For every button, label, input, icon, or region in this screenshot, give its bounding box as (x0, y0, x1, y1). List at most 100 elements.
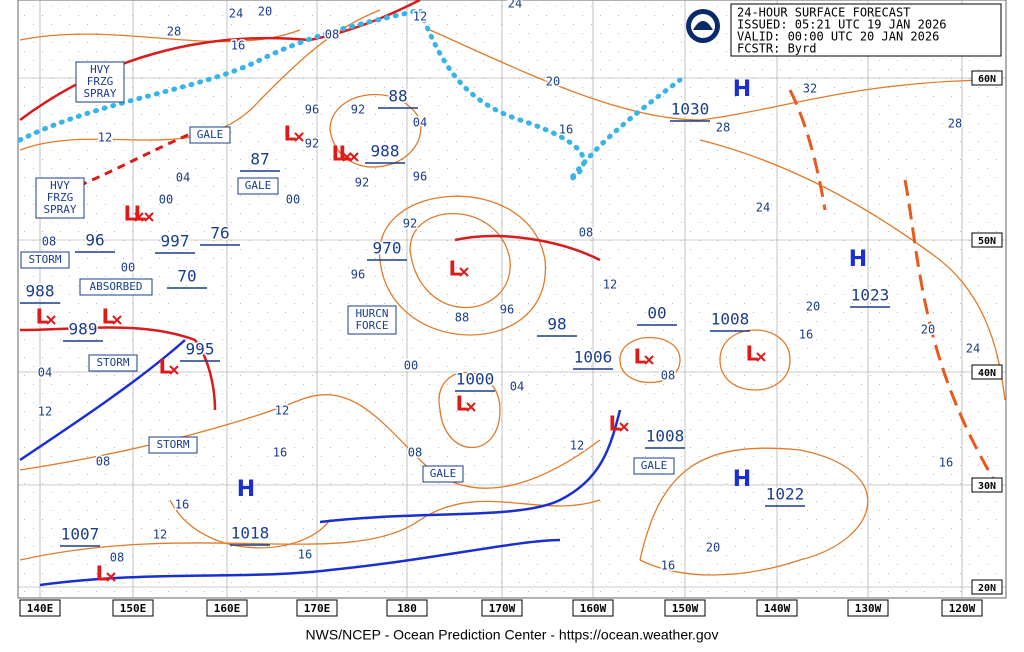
grid-dot (195, 564, 196, 565)
grid-dot (285, 168, 286, 169)
grid-dot (96, 537, 97, 538)
low-symbol: L (634, 345, 647, 369)
grid-dot (636, 537, 637, 538)
grid-dot (357, 438, 358, 439)
grid-dot (168, 357, 169, 358)
grid-dot (969, 456, 970, 457)
grid-dot (861, 114, 862, 115)
grid-dot (717, 168, 718, 169)
grid-dot (384, 375, 385, 376)
grid-dot (240, 501, 241, 502)
grid-dot (636, 447, 637, 448)
grid-dot (591, 240, 592, 241)
grid-dot (420, 411, 421, 412)
low-symbol: L (96, 562, 109, 586)
grid-dot (393, 294, 394, 295)
grid-dot (33, 222, 34, 223)
grid-dot (618, 537, 619, 538)
grid-dot (78, 483, 79, 484)
grid-dot (159, 564, 160, 565)
grid-dot (159, 420, 160, 421)
grid-dot (411, 6, 412, 7)
grid-dot (474, 303, 475, 304)
grid-dot (501, 510, 502, 511)
grid-dot (888, 177, 889, 178)
grid-dot (654, 519, 655, 520)
grid-dot (627, 384, 628, 385)
grid-dot (564, 213, 565, 214)
grid-dot (726, 393, 727, 394)
grid-dot (555, 366, 556, 367)
grid-dot (528, 375, 529, 376)
grid-dot (384, 213, 385, 214)
grid-dot (555, 402, 556, 403)
grid-dot (447, 258, 448, 259)
grid-dot (861, 402, 862, 403)
grid-dot (276, 87, 277, 88)
isobar-label: 08 (579, 226, 593, 240)
grid-dot (402, 303, 403, 304)
grid-dot (375, 582, 376, 583)
grid-dot (816, 123, 817, 124)
grid-dot (816, 573, 817, 574)
grid-dot (474, 429, 475, 430)
grid-dot (105, 474, 106, 475)
grid-dot (447, 186, 448, 187)
grid-dot (870, 123, 871, 124)
grid-dot (663, 492, 664, 493)
grid-dot (312, 15, 313, 16)
grid-dot (681, 366, 682, 367)
grid-dot (447, 114, 448, 115)
grid-dot (420, 159, 421, 160)
grid-dot (222, 231, 223, 232)
warm-front (454, 234, 601, 262)
grid-dot (537, 168, 538, 169)
grid-dot (780, 573, 781, 574)
grid-dot (78, 339, 79, 340)
grid-dot (672, 267, 673, 268)
grid-dot (843, 258, 844, 259)
grid-dot (141, 438, 142, 439)
grid-dot (114, 231, 115, 232)
grid-dot (645, 186, 646, 187)
grid-dot (366, 357, 367, 358)
grid-dot (915, 276, 916, 277)
grid-dot (924, 195, 925, 196)
grid-dot (213, 186, 214, 187)
grid-dot (915, 186, 916, 187)
grid-dot (348, 393, 349, 394)
grid-dot (609, 60, 610, 61)
grid-dot (258, 321, 259, 322)
grid-dot (510, 519, 511, 520)
isobar (619, 337, 681, 383)
grid-dot (600, 357, 601, 358)
grid-dot (159, 294, 160, 295)
grid-dot (969, 150, 970, 151)
grid-dot (267, 528, 268, 529)
grid-dot (60, 15, 61, 16)
isobar (639, 447, 869, 576)
grid-dot (573, 564, 574, 565)
grid-dot (483, 546, 484, 547)
grid-dot (483, 276, 484, 277)
grid-dot (177, 510, 178, 511)
grid-dot (195, 60, 196, 61)
grid-dot (249, 204, 250, 205)
grid-dot (78, 573, 79, 574)
grid-dot (555, 510, 556, 511)
grid-dot (870, 159, 871, 160)
grid-dot (177, 582, 178, 583)
grid-dot (564, 51, 565, 52)
grid-dot (753, 438, 754, 439)
grid-dot (303, 402, 304, 403)
grid-dot (618, 591, 619, 592)
grid-dot (870, 483, 871, 484)
grid-dot (375, 60, 376, 61)
grid-dot (699, 474, 700, 475)
grid-dot (510, 231, 511, 232)
grid-dot (60, 375, 61, 376)
grid-dot (168, 105, 169, 106)
grid-dot (996, 159, 997, 160)
grid-dot (258, 105, 259, 106)
grid-dot (960, 141, 961, 142)
